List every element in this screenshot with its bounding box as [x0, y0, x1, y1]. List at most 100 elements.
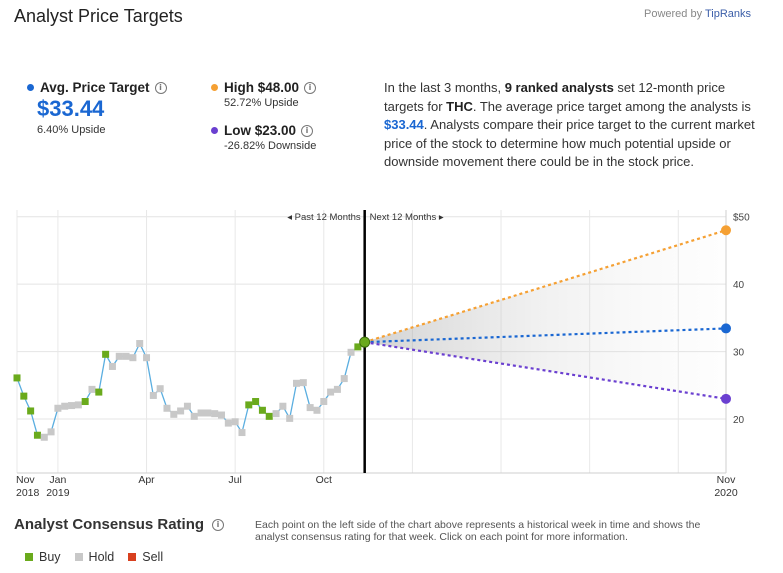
legend-sell: Sell [128, 550, 163, 564]
weekly-rating-point[interactable] [115, 352, 123, 360]
weekly-rating-point[interactable] [245, 401, 253, 409]
legend-sell-label: Sell [142, 550, 164, 564]
weekly-rating-point[interactable] [340, 375, 348, 383]
consensus-title-text: Analyst Consensus Rating [14, 516, 205, 533]
weekly-rating-point[interactable] [183, 402, 191, 410]
buy-swatch-icon [25, 553, 33, 561]
weekly-rating-point[interactable] [252, 398, 260, 406]
weekly-rating-point[interactable] [68, 402, 76, 410]
weekly-rating-point[interactable] [313, 406, 321, 414]
x-tick-label: Nov [717, 474, 736, 486]
info-icon[interactable]: i [301, 124, 314, 137]
weekly-rating-point[interactable] [211, 410, 219, 418]
weekly-rating-point[interactable] [102, 350, 110, 358]
low-dot-icon [211, 127, 218, 134]
weekly-rating-point[interactable] [204, 409, 212, 417]
weekly-rating-point[interactable] [333, 385, 341, 393]
weekly-rating-point[interactable] [306, 404, 314, 412]
weekly-rating-point[interactable] [163, 404, 171, 412]
weekly-rating-point[interactable] [238, 429, 246, 437]
x-tick-label: Jan [49, 474, 66, 486]
hold-swatch-icon [74, 553, 83, 561]
weekly-rating-point[interactable] [156, 385, 164, 393]
weekly-rating-point[interactable] [231, 418, 239, 426]
x-tick-label-year: 2020 [714, 487, 738, 499]
weekly-rating-point[interactable] [197, 409, 205, 417]
x-tick-label: Jul [228, 474, 241, 486]
legend-buy-label: Buy [39, 550, 61, 564]
high-price-target: High $48.00 i 52.72% Upside [211, 80, 317, 109]
low-target-dot[interactable] [721, 393, 731, 404]
powered-by: Powered by TipRanks [644, 8, 751, 20]
weekly-rating-point[interactable] [299, 379, 307, 387]
analyst-description: In the last 3 months, 9 ranked analysts … [384, 79, 764, 172]
avg-dot-icon [27, 84, 34, 91]
avg-upside: 6.40% Upside [37, 124, 106, 136]
projection-cone [364, 230, 726, 399]
info-icon[interactable]: i [212, 518, 225, 531]
weekly-rating-point[interactable] [143, 354, 151, 362]
info-icon[interactable]: i [154, 81, 167, 94]
weekly-rating-point[interactable] [224, 419, 232, 427]
weekly-rating-point[interactable] [74, 401, 82, 409]
weekly-rating-point[interactable] [320, 398, 328, 406]
current-price-dot[interactable] [359, 336, 371, 348]
weekly-rating-point[interactable] [265, 412, 273, 420]
x-tick-label: Oct [316, 474, 332, 486]
weekly-rating-point[interactable] [81, 398, 89, 406]
low-label: Low $23.00 [224, 123, 297, 138]
weekly-rating-point[interactable] [327, 388, 335, 396]
weekly-rating-point[interactable] [190, 412, 198, 420]
weekly-rating-point[interactable] [149, 391, 157, 399]
info-icon[interactable]: i [304, 81, 317, 94]
price-line [16, 341, 366, 438]
weekly-rating-point[interactable] [177, 407, 185, 415]
weekly-rating-point[interactable] [293, 379, 301, 387]
weekly-rating-point[interactable] [33, 431, 41, 439]
weekly-rating-point[interactable] [347, 348, 355, 356]
weekly-rating-point[interactable] [13, 374, 21, 382]
weekly-rating-point[interactable] [279, 402, 287, 410]
weekly-rating-point[interactable] [88, 385, 96, 393]
weekly-rating-point[interactable] [286, 414, 294, 422]
weekly-rating-point[interactable] [108, 362, 116, 370]
consensus-title: Analyst Consensus Rating i [14, 516, 225, 533]
weekly-rating-point[interactable] [354, 343, 362, 351]
avg-label: Avg. Price Target [40, 80, 150, 95]
desc-text-3: . The average price target among the ana… [472, 98, 751, 114]
weekly-rating-point[interactable] [272, 410, 280, 418]
tipranks-link[interactable]: TipRanks [704, 8, 752, 20]
y-tick-label: 40 [733, 280, 745, 291]
weekly-rating-point[interactable] [258, 406, 266, 414]
average-target-dot[interactable] [721, 323, 731, 334]
weekly-rating-point[interactable] [170, 410, 178, 418]
powered-by-prefix: Powered by [644, 8, 705, 20]
page-title: Analyst Price Targets [14, 6, 183, 26]
high-target-dot[interactable] [721, 225, 731, 236]
legend-hold-label: Hold [88, 550, 115, 564]
x-tick-label: Nov [16, 474, 35, 486]
legend-buy: Buy [25, 550, 61, 564]
weekly-rating-point[interactable] [47, 428, 55, 436]
desc-avg-target: $33.44 [384, 117, 424, 132]
next-12-months-label: Next 12 Months ▸ [370, 212, 444, 223]
y-tick-label: $50 [733, 213, 750, 224]
weekly-rating-point[interactable] [40, 433, 48, 441]
sell-swatch-icon [128, 553, 137, 561]
weekly-rating-point[interactable] [129, 354, 137, 362]
weekly-rating-point[interactable] [27, 407, 35, 415]
average-projection-line [364, 327, 727, 344]
desc-text-1: In the last 3 months, [384, 80, 505, 95]
weekly-rating-point[interactable] [61, 402, 69, 410]
y-tick-label: 20 [733, 415, 745, 426]
weekly-rating-point[interactable] [20, 392, 28, 400]
x-tick-label: Apr [138, 474, 155, 486]
weekly-rating-point[interactable] [95, 388, 103, 396]
weekly-rating-point[interactable] [136, 340, 144, 348]
weekly-rating-point[interactable] [122, 352, 130, 360]
weekly-rating-point[interactable] [218, 411, 226, 419]
weekly-rating-point[interactable] [54, 404, 62, 412]
desc-analyst-count: 9 ranked analysts [504, 80, 614, 95]
consensus-description: Each point on the left side of the chart… [255, 519, 701, 543]
